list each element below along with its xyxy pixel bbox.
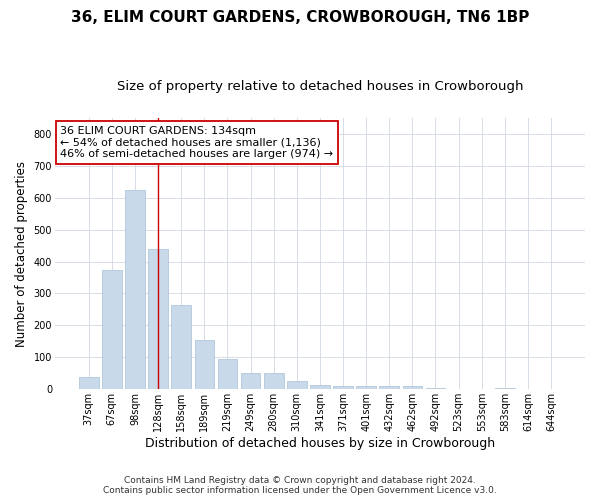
Bar [264,374,284,390]
Text: 36, ELIM COURT GARDENS, CROWBOROUGH, TN6 1BP: 36, ELIM COURT GARDENS, CROWBOROUGH, TN6… [71,10,529,25]
Bar [125,190,145,390]
Bar [102,270,122,390]
Bar [403,386,422,390]
Bar [194,340,214,390]
Bar [241,374,260,390]
Bar [172,304,191,390]
Bar [148,248,168,390]
Y-axis label: Number of detached properties: Number of detached properties [15,160,28,346]
Bar [79,376,98,390]
Bar [287,382,307,390]
Bar [379,386,399,390]
Bar [333,386,353,390]
X-axis label: Distribution of detached houses by size in Crowborough: Distribution of detached houses by size … [145,437,495,450]
Title: Size of property relative to detached houses in Crowborough: Size of property relative to detached ho… [116,80,523,93]
Text: Contains HM Land Registry data © Crown copyright and database right 2024.
Contai: Contains HM Land Registry data © Crown c… [103,476,497,495]
Bar [425,388,445,390]
Text: 36 ELIM COURT GARDENS: 134sqm
← 54% of detached houses are smaller (1,136)
46% o: 36 ELIM COURT GARDENS: 134sqm ← 54% of d… [60,126,333,159]
Bar [356,386,376,390]
Bar [495,388,515,390]
Bar [218,359,237,390]
Bar [310,384,330,390]
